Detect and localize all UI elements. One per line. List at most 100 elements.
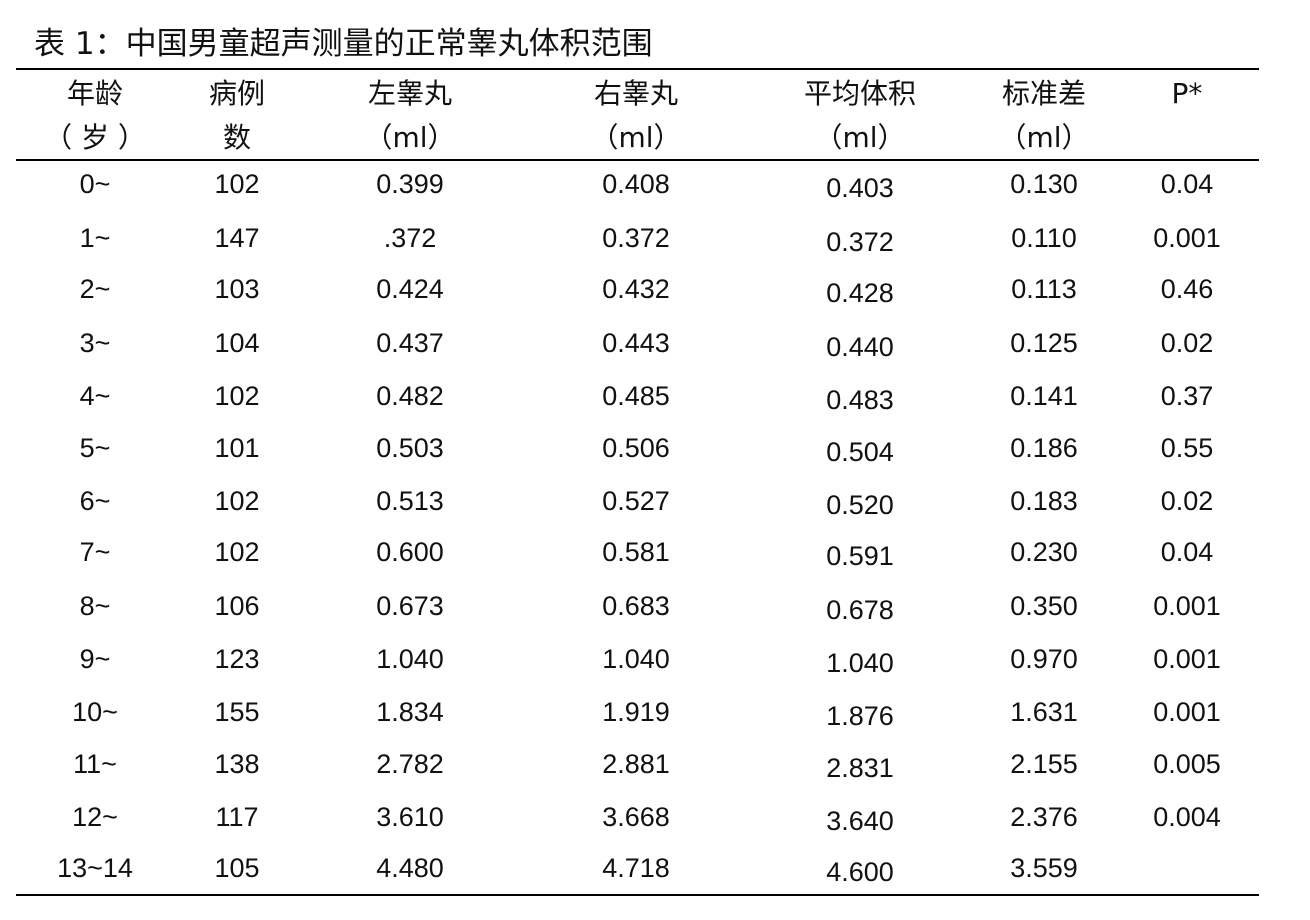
cell-left: 1.040: [376, 644, 444, 674]
cell-mean: 0.372: [826, 227, 894, 257]
cell-sd: 0.186: [1010, 433, 1078, 463]
cell-right: 0.683: [602, 591, 670, 621]
cell-cases: 147: [214, 223, 260, 253]
cell-mean: 4.600: [826, 857, 894, 887]
cell-cases: 102: [214, 537, 260, 567]
cell-right: 1.040: [602, 644, 670, 674]
cell-p: 0.55: [1160, 433, 1214, 463]
cell-sd: 0.141: [1010, 381, 1078, 411]
cell-left: 0.673: [376, 591, 444, 621]
header-p-line1: P*: [1171, 77, 1203, 110]
cell-cases: 138: [214, 749, 260, 779]
cell-left: 2.782: [376, 749, 444, 779]
header-cases-line1: 病例: [208, 77, 265, 110]
cell-cases: 102: [214, 486, 260, 516]
cell-cases: 101: [214, 433, 260, 463]
cell-mean: 0.483: [826, 385, 894, 415]
cell-left: 3.610: [376, 802, 444, 832]
cell-sd: 0.970: [1010, 644, 1078, 674]
cell-mean: 0.428: [826, 278, 894, 308]
cell-sd: 0.183: [1010, 486, 1078, 516]
cell-age: 6~: [79, 486, 111, 516]
table-top-rule: [16, 68, 1259, 70]
cell-p: 0.04: [1160, 537, 1214, 567]
cell-age: 7~: [79, 537, 111, 567]
cell-mean: 0.504: [826, 437, 894, 467]
cell-p: 0.001: [1153, 223, 1221, 253]
header-mean-line2: （ml）: [814, 121, 906, 154]
cell-mean: 1.040: [826, 648, 894, 678]
cell-age: 12~: [72, 802, 118, 832]
cell-sd: 0.230: [1010, 537, 1078, 567]
cell-p: 0.001: [1153, 591, 1221, 621]
cell-left: 0.600: [376, 537, 444, 567]
cell-right: 0.506: [602, 433, 670, 463]
header-right-line1: 右睾丸: [593, 77, 678, 110]
cell-right: 3.668: [602, 802, 670, 832]
cell-right: 0.527: [602, 486, 670, 516]
header-mean-line1: 平均体积: [803, 77, 916, 110]
cell-age: 5~: [79, 433, 111, 463]
cell-p: 0.005: [1153, 749, 1221, 779]
header-age-line2: （ 岁 ）: [44, 121, 146, 154]
header-sd-line2: （ml）: [998, 121, 1090, 154]
cell-sd: 2.376: [1010, 802, 1078, 832]
header-sd-line1: 标准差: [1001, 77, 1086, 110]
cell-mean: 0.520: [826, 490, 894, 520]
cell-sd: 0.130: [1010, 169, 1078, 199]
table-caption: 表 1：中国男童超声测量的正常睾丸体积范围: [34, 26, 653, 62]
cell-sd: 0.350: [1010, 591, 1078, 621]
cell-age: 2~: [79, 274, 111, 304]
cell-left: 1.834: [376, 697, 444, 727]
cell-left: 0.437: [376, 328, 444, 358]
cell-right: 0.372: [602, 223, 670, 253]
cell-right: 0.408: [602, 169, 670, 199]
cell-age: 13~14: [57, 853, 133, 883]
cell-left: 0.424: [376, 274, 444, 304]
cell-left: 0.482: [376, 381, 444, 411]
cell-right: 0.432: [602, 274, 670, 304]
cell-cases: 102: [214, 169, 260, 199]
cell-cases: 102: [214, 381, 260, 411]
table-bottom-rule: [16, 894, 1259, 896]
cell-cases: 155: [214, 697, 260, 727]
cell-mean: 1.876: [826, 701, 894, 731]
cell-right: 0.485: [602, 381, 670, 411]
header-left-line2: （ml）: [364, 121, 456, 154]
cell-p: 0.004: [1153, 802, 1221, 832]
cell-left: 4.480: [376, 853, 444, 883]
cell-left: 0.399: [376, 169, 444, 199]
cell-right: 1.919: [602, 697, 670, 727]
cell-cases: 105: [214, 853, 260, 883]
cell-cases: 104: [214, 328, 260, 358]
cell-sd: 3.559: [1010, 853, 1078, 883]
cell-sd: 2.155: [1010, 749, 1078, 779]
cell-cases: 103: [214, 274, 260, 304]
cell-p: 0.37: [1160, 381, 1214, 411]
cell-mean: 2.831: [826, 753, 894, 783]
header-age-line1: 年龄: [66, 77, 123, 110]
cell-sd: 1.631: [1010, 697, 1078, 727]
table-header-rule: [16, 159, 1259, 161]
cell-age: 11~: [73, 749, 117, 779]
header-cases-line2: 数: [222, 121, 251, 154]
cell-sd: 0.113: [1011, 274, 1077, 304]
cell-sd: 0.110: [1011, 223, 1077, 253]
cell-p: 0.02: [1160, 486, 1214, 516]
cell-left: 0.513: [376, 486, 444, 516]
cell-age: 3~: [79, 328, 111, 358]
cell-left: 0.503: [376, 433, 444, 463]
cell-cases: 117: [215, 802, 259, 832]
cell-age: 0~: [79, 169, 111, 199]
cell-sd: 0.125: [1010, 328, 1078, 358]
cell-p: 0.46: [1160, 274, 1214, 304]
cell-cases: 106: [214, 591, 260, 621]
cell-p: 0.001: [1153, 644, 1221, 674]
header-left-line1: 左睾丸: [367, 77, 452, 110]
cell-age: 8~: [79, 591, 111, 621]
cell-p: 0.02: [1160, 328, 1214, 358]
cell-mean: 0.591: [826, 541, 894, 571]
cell-p: 0.001: [1153, 697, 1221, 727]
cell-left: .372: [383, 223, 437, 253]
cell-right: 0.581: [602, 537, 670, 567]
